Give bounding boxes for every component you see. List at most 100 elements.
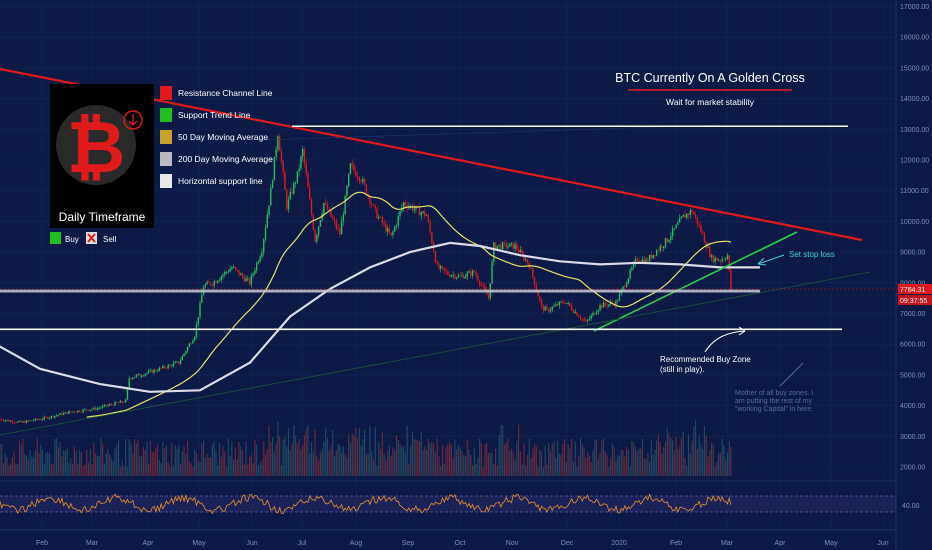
- candle-body: [284, 172, 286, 190]
- volume-bar: [11, 457, 13, 476]
- candle-body: [25, 420, 28, 423]
- candle-body: [208, 281, 210, 283]
- volume-bar: [144, 449, 146, 476]
- volume-bar: [123, 466, 125, 476]
- buy-zone-arrow-head: [738, 326, 746, 336]
- faint-support-channel: [0, 271, 871, 436]
- candlestick-series: [0, 133, 732, 425]
- candle-body: [296, 171, 299, 183]
- candle-body: [47, 417, 49, 419]
- volume-bar: [38, 452, 40, 476]
- candle-body: [137, 373, 139, 376]
- volume-bar: [222, 446, 224, 476]
- candle-body: [280, 150, 283, 162]
- candle-body: [535, 285, 538, 291]
- volume-bar: [27, 459, 29, 476]
- candle-body: [459, 275, 461, 277]
- candle-body: [326, 203, 329, 210]
- volume-bar: [553, 441, 555, 476]
- volume-bar: [482, 466, 484, 476]
- candle-body: [324, 202, 327, 204]
- bitcoin-logo-circle: [56, 105, 136, 185]
- volume-bar: [68, 463, 70, 476]
- volume-bar: [362, 439, 364, 476]
- volume-bar: [675, 436, 677, 476]
- candle-body: [248, 278, 251, 285]
- volume-bar: [436, 438, 438, 476]
- candle-body: [20, 420, 22, 423]
- candle-body: [225, 271, 228, 273]
- candle-body: [41, 419, 44, 420]
- candle-body: [703, 233, 706, 243]
- volume-bar: [112, 461, 114, 476]
- candle-body: [6, 420, 8, 421]
- candle-body: [477, 275, 479, 281]
- candle-body: [101, 405, 104, 408]
- candle-body: [484, 285, 486, 290]
- volume-bar: [571, 438, 573, 476]
- candle-body: [275, 149, 277, 157]
- volume-bar: [510, 448, 513, 476]
- volume-bar: [532, 448, 534, 476]
- legend-swatch: [160, 152, 172, 166]
- candle-body: [507, 246, 509, 248]
- candle-body: [126, 388, 129, 400]
- volume-bar: [61, 456, 63, 476]
- candle-body: [310, 199, 313, 215]
- candle-body: [231, 267, 233, 270]
- candle-body: [539, 296, 541, 301]
- candle-body: [264, 227, 267, 240]
- candle-body: [112, 404, 114, 406]
- volume-bar: [700, 444, 702, 476]
- time-axis: Feb Mar Apr May Jun Jul Aug Sep Oct Nov Dec 2020 Feb…: [36, 540, 889, 547]
- candle-body: [155, 369, 157, 371]
- volume-bar: [353, 435, 355, 476]
- candle-body: [427, 215, 430, 222]
- volume-bar: [677, 449, 679, 476]
- volume-bar: [629, 466, 631, 476]
- volume-bar: [602, 438, 605, 476]
- volume-bar: [549, 451, 552, 476]
- candle-body: [528, 262, 530, 268]
- candle-body: [174, 362, 176, 364]
- candle-body: [45, 416, 47, 418]
- candle-body: [13, 422, 15, 424]
- candle-body: [682, 214, 684, 217]
- candle-body: [618, 293, 621, 301]
- volume-bar: [564, 439, 566, 476]
- y-tick-label: 8000.00: [900, 280, 925, 287]
- volume-bar: [443, 463, 445, 476]
- volume-bar: [514, 459, 516, 476]
- volume-bar: [25, 455, 28, 476]
- volume-bar: [302, 445, 304, 476]
- candle-body: [77, 410, 79, 413]
- volume-bar: [395, 435, 398, 476]
- volume-bar: [401, 446, 403, 476]
- candle-body: [142, 375, 145, 377]
- volume-bar: [457, 444, 460, 476]
- volume-bar: [686, 466, 688, 476]
- candle-body: [185, 351, 187, 354]
- candle-body: [342, 214, 345, 221]
- candle-body: [31, 420, 33, 422]
- candle-body: [634, 259, 637, 263]
- volume-bar: [367, 453, 369, 476]
- candle-body: [369, 196, 371, 204]
- volume-bar: [617, 455, 619, 476]
- candle-body: [27, 420, 30, 422]
- volume-bar: [341, 452, 343, 476]
- candle-body: [68, 411, 70, 414]
- candle-body: [581, 318, 584, 320]
- volume-bar: [417, 440, 419, 476]
- volume-bar: [326, 438, 329, 476]
- volume-bar: [562, 444, 564, 476]
- volume-bar: [130, 444, 132, 476]
- down-arrow-icon-glyph: [128, 114, 138, 126]
- volume-bar: [45, 452, 47, 476]
- volume-bar: [89, 448, 91, 476]
- volume-bar: [165, 444, 167, 476]
- volume-bar: [63, 450, 65, 476]
- volume-bar: [220, 457, 222, 476]
- candle-body: [503, 242, 506, 244]
